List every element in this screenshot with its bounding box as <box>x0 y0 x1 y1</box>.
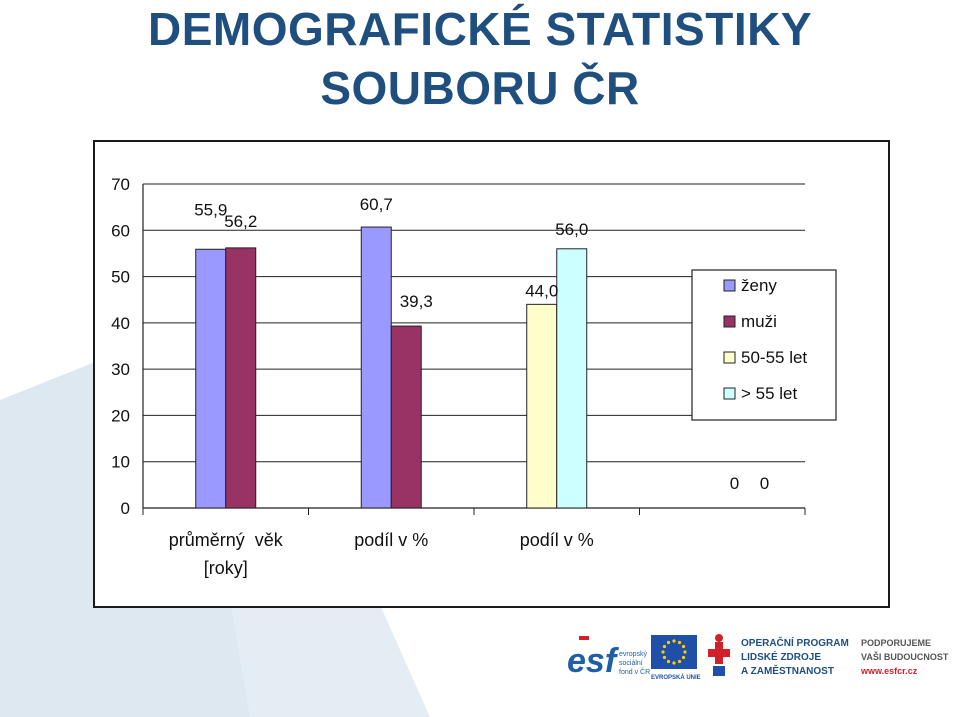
support-text-2: VAŠI BUDOUCNOST <box>861 651 949 662</box>
category-label: podíl v % <box>354 530 428 550</box>
esf-brand: esf <box>567 642 620 680</box>
y-tick-label: 40 <box>111 314 130 333</box>
category-label: podíl v % <box>520 530 594 550</box>
legend: ženy muži 50-55 let > 55 let <box>691 269 837 421</box>
y-tick-label: 10 <box>111 453 130 472</box>
y-tick-label: 70 <box>111 175 130 194</box>
op-lzz-icon <box>708 634 730 676</box>
data-label: 44,0 <box>525 281 558 300</box>
category-labels: průměrný věk [roky] podíl v % podíl v % <box>169 530 594 578</box>
esf-caption-2: sociální <box>619 660 643 667</box>
bar <box>390 325 422 509</box>
esf-caption-3: fond v ČR <box>619 667 650 676</box>
eu-star <box>677 640 682 645</box>
eu-caption: EVROPSKÁ UNIE <box>651 674 701 681</box>
bar <box>195 248 227 509</box>
legend-label: 50-55 let <box>741 348 807 367</box>
eu-star <box>662 644 667 649</box>
eu-stars <box>661 639 687 665</box>
legend-swatch <box>723 387 736 400</box>
data-label: 56,2 <box>224 212 257 231</box>
support-text-1: PODPORUJEME <box>861 638 931 648</box>
eu-star <box>666 659 671 664</box>
legend-label: ženy <box>741 276 777 295</box>
op-lzz-logo: OPERAČNÍ PROGRAM LIDSKÉ ZDROJE A ZAMĚSTN… <box>708 634 849 677</box>
data-label: 0 <box>730 474 739 493</box>
esf-caption-1: evropský <box>619 651 648 658</box>
legend-swatch <box>723 279 736 292</box>
page-title-line2: SOUBORU ČR <box>320 62 640 114</box>
support-logo: PODPORUJEME VAŠI BUDOUCNOST www.esfcr.cz <box>860 638 949 676</box>
y-tick-label: 50 <box>111 268 130 287</box>
x-tick-marks <box>142 508 806 515</box>
eu-star <box>683 650 687 654</box>
eu-star <box>662 655 667 660</box>
data-label: 55,9 <box>194 200 227 219</box>
eu-star <box>681 644 686 649</box>
bar <box>526 303 558 509</box>
page-title: DEMOGRAFICKÉ STATISTIKY <box>147 3 812 55</box>
eu-flag-logo: EVROPSKÁ UNIE <box>651 635 701 681</box>
bars <box>195 226 588 509</box>
eu-star <box>672 661 676 665</box>
y-tick-label: 60 <box>111 221 130 240</box>
data-label: 56,0 <box>555 220 588 239</box>
legend-swatch <box>723 315 736 328</box>
category-label: průměrný věk <box>169 530 284 550</box>
legend-label: muži <box>741 312 777 331</box>
data-label: 60,7 <box>360 195 393 214</box>
op-text-3: A ZAMĚSTNANOST <box>741 664 834 677</box>
data-label: 39,3 <box>400 292 433 311</box>
y-tick-label: 20 <box>111 406 130 425</box>
y-tick-label: 30 <box>111 360 130 379</box>
data-label: 0 <box>760 474 769 493</box>
eu-star <box>677 659 682 664</box>
op-text-2: LIDSKÉ ZDROJE <box>741 650 821 663</box>
y-tick-labels: 0 10 20 30 40 50 60 70 <box>111 175 130 518</box>
footer-logos: esf evropský sociální fond v ČR EVROPSKÁ… <box>567 634 949 681</box>
y-tick-label: 0 <box>121 499 130 518</box>
bar <box>556 248 588 509</box>
eu-star <box>672 639 676 643</box>
esf-logo: esf evropský sociální fond v ČR <box>567 636 650 680</box>
eu-star <box>666 640 671 645</box>
bar <box>360 226 392 509</box>
eu-star <box>661 650 665 654</box>
esf-accent <box>579 636 589 640</box>
support-url: www.esfcr.cz <box>860 666 918 676</box>
eu-star <box>681 655 686 660</box>
legend-label: > 55 let <box>741 384 798 403</box>
bar <box>225 247 257 509</box>
category-label: [roky] <box>204 558 248 578</box>
data-labels: 55,956,2 60,7 39,3 44,0 56,0 0 0 <box>194 195 769 493</box>
op-text-1: OPERAČNÍ PROGRAM <box>741 636 849 649</box>
legend-box <box>691 269 837 421</box>
legend-swatch <box>723 351 736 364</box>
